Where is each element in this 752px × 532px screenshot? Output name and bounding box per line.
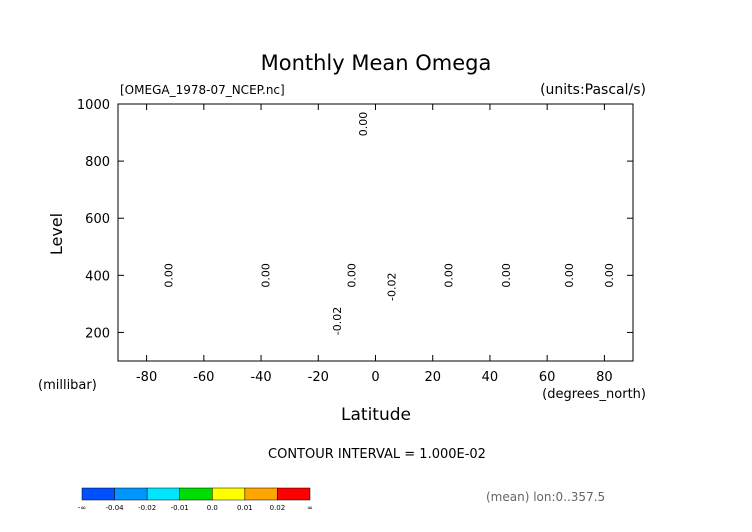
y-axis-units: (millibar)	[38, 378, 97, 393]
x-tick-label: 60	[539, 370, 556, 385]
units-label: (units:Pascal/s)	[540, 82, 646, 98]
x-tick-label: 40	[482, 370, 499, 385]
colorbar-label: -0.04	[106, 504, 125, 512]
axis-layer: -80 -60 -40 -20 0 20 40 60 80 200 400 600 800 1000	[77, 98, 634, 385]
x-tick-label: 0	[371, 370, 379, 385]
mean-longitude-note: (mean) lon:0..357.5	[486, 490, 605, 504]
contour-label: 0.00	[162, 263, 175, 288]
contour-label: 0.00	[345, 263, 358, 288]
contour-label: 0.00	[603, 263, 616, 288]
x-tick-label: 80	[596, 370, 613, 385]
colorbar-swatch	[81, 487, 115, 501]
colorbar-swatch	[114, 487, 148, 501]
colorbar-swatch	[277, 487, 311, 501]
colorbar: -∞ -0.04 -0.02 -0.01 0.0 0.01 0.02 ∞	[78, 487, 313, 512]
x-tick-label: -40	[250, 370, 271, 385]
y-axis-label: Level	[47, 213, 66, 255]
colorbar-label: -0.02	[138, 504, 156, 512]
contour-label-layer: 0.00 0.00 0.00 -0.02 0.00 0.00 0.00 0.00 0.00 -0.…	[162, 112, 616, 336]
colorbar-label: 0.0	[207, 504, 218, 512]
plot-frame	[117, 103, 634, 362]
colorbar-swatch	[244, 487, 278, 501]
x-axis-label: Latitude	[341, 405, 411, 425]
contour-label: 0.00	[357, 112, 370, 137]
y-tick-label: 600	[85, 212, 110, 227]
x-axis-units: (degrees_north)	[542, 387, 646, 402]
colorbar-label: -∞	[78, 504, 86, 512]
contour-label: 0.00	[500, 263, 513, 288]
contour-label: 0.00	[260, 263, 273, 288]
y-tick-label: 800	[85, 155, 110, 170]
x-tick-label: -20	[308, 370, 329, 385]
x-tick-label: -60	[193, 370, 214, 385]
contour-label: -0.02	[331, 307, 344, 335]
x-tick-label: 20	[424, 370, 441, 385]
y-tick-label: 1000	[77, 98, 110, 113]
colorbar-label: -0.01	[171, 504, 189, 512]
colorbar-swatch	[146, 487, 180, 501]
colorbar-label: 0.01	[237, 504, 253, 512]
file-label: [OMEGA_1978-07_NCEP.nc]	[120, 83, 285, 97]
colorbar-swatch	[212, 487, 246, 501]
chart-title: Monthly Mean Omega	[261, 51, 492, 75]
colorbar-label: ∞	[307, 504, 313, 512]
contour-label: 0.00	[443, 263, 456, 288]
contour-label: -0.02	[386, 273, 399, 301]
y-tick-label: 200	[85, 326, 110, 341]
contour-label: 0.00	[563, 263, 576, 288]
colorbar-label: 0.02	[270, 504, 286, 512]
y-tick-label: 400	[85, 269, 110, 284]
colorbar-swatch	[179, 487, 213, 501]
contour-interval-note: CONTOUR INTERVAL = 1.000E-02	[268, 447, 486, 462]
x-tick-label: -80	[136, 370, 157, 385]
